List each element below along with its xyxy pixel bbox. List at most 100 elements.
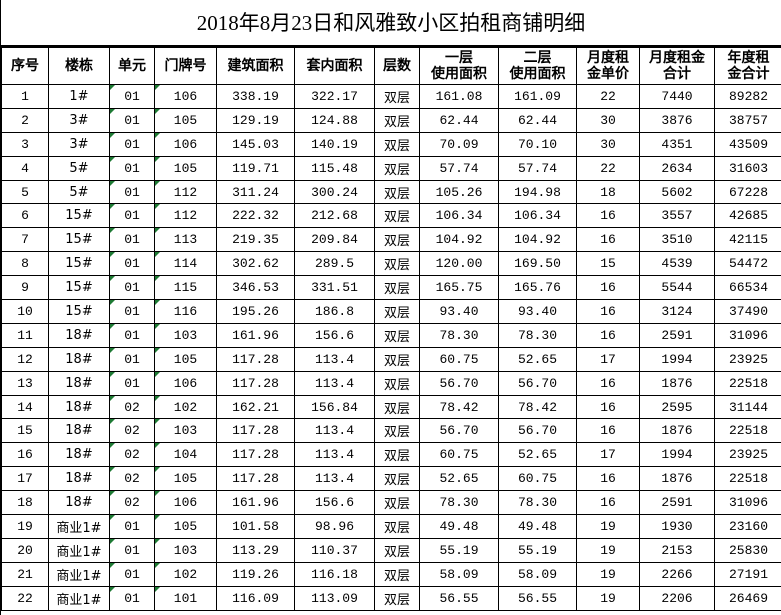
- table-cell[interactable]: 双层: [374, 299, 420, 324]
- table-cell[interactable]: 78.42: [498, 394, 577, 420]
- table-cell[interactable]: 商业1#: [48, 585, 110, 611]
- table-cell[interactable]: 156.84: [294, 394, 375, 420]
- table-cell[interactable]: 106: [154, 131, 217, 157]
- table-cell[interactable]: 18: [576, 179, 640, 205]
- table-cell[interactable]: 3510: [639, 227, 715, 253]
- table-cell[interactable]: 5: [1, 179, 49, 205]
- table-cell[interactable]: 22: [576, 84, 640, 109]
- table-cell[interactable]: 4351: [639, 131, 715, 157]
- table-cell[interactable]: 113.4: [294, 346, 375, 372]
- table-cell[interactable]: 60.75: [419, 346, 499, 372]
- table-cell[interactable]: 商业1#: [48, 561, 110, 587]
- table-cell[interactable]: 219.35: [216, 227, 295, 253]
- table-cell[interactable]: 129.19: [216, 107, 295, 133]
- table-cell[interactable]: 5#: [48, 155, 110, 181]
- table-cell[interactable]: 119.71: [216, 155, 295, 181]
- table-cell[interactable]: 01: [109, 84, 155, 109]
- table-cell[interactable]: 01: [109, 107, 155, 133]
- table-cell[interactable]: 18#: [48, 370, 110, 396]
- table-cell[interactable]: 双层: [374, 131, 420, 157]
- table-cell[interactable]: 31603: [714, 155, 781, 181]
- table-cell[interactable]: 11: [1, 322, 49, 348]
- table-cell[interactable]: 18#: [48, 466, 110, 492]
- table-cell[interactable]: 161.09: [498, 84, 577, 109]
- table-cell[interactable]: 19: [576, 514, 640, 539]
- table-cell[interactable]: 56.70: [419, 370, 499, 396]
- table-cell[interactable]: 双层: [374, 418, 420, 444]
- table-cell[interactable]: 01: [109, 227, 155, 253]
- table-cell[interactable]: 01: [109, 251, 155, 277]
- table-cell[interactable]: 106.34: [498, 203, 577, 229]
- table-cell[interactable]: 15#: [48, 203, 110, 229]
- table-cell[interactable]: 115.48: [294, 155, 375, 181]
- table-cell[interactable]: 14: [1, 394, 49, 420]
- table-cell[interactable]: 1930: [639, 514, 715, 539]
- column-header[interactable]: 年度租 金合计: [714, 47, 781, 85]
- table-cell[interactable]: 双层: [374, 466, 420, 492]
- table-cell[interactable]: 105: [154, 514, 217, 539]
- table-cell[interactable]: 16: [576, 203, 640, 229]
- table-cell[interactable]: 双层: [374, 107, 420, 133]
- table-cell[interactable]: 2206: [639, 585, 715, 611]
- table-cell[interactable]: 113.4: [294, 370, 375, 396]
- table-cell[interactable]: 01: [109, 179, 155, 205]
- table-cell[interactable]: 140.19: [294, 131, 375, 157]
- column-header[interactable]: 建筑面积: [216, 47, 295, 85]
- table-cell[interactable]: 117.28: [216, 442, 295, 468]
- table-cell[interactable]: 15#: [48, 227, 110, 253]
- table-cell[interactable]: 01: [109, 131, 155, 157]
- table-cell[interactable]: 双层: [374, 275, 420, 301]
- table-cell[interactable]: 117.28: [216, 418, 295, 444]
- table-cell[interactable]: 156.6: [294, 322, 375, 348]
- table-cell[interactable]: 52.65: [498, 346, 577, 372]
- table-cell[interactable]: 60.75: [419, 442, 499, 468]
- table-cell[interactable]: 双层: [374, 394, 420, 420]
- table-cell[interactable]: 1876: [639, 466, 715, 492]
- table-cell[interactable]: 58.09: [498, 561, 577, 587]
- table-cell[interactable]: 78.30: [419, 322, 499, 348]
- table-cell[interactable]: 93.40: [419, 299, 499, 324]
- table-cell[interactable]: 113.4: [294, 466, 375, 492]
- table-cell[interactable]: 02: [109, 466, 155, 492]
- table-cell[interactable]: 1994: [639, 442, 715, 468]
- table-cell[interactable]: 52.65: [419, 466, 499, 492]
- table-cell[interactable]: 18: [1, 490, 49, 516]
- table-cell[interactable]: 311.24: [216, 179, 295, 205]
- table-cell[interactable]: 23925: [714, 442, 781, 468]
- table-cell[interactable]: 89282: [714, 84, 781, 109]
- table-cell[interactable]: 02: [109, 490, 155, 516]
- table-cell[interactable]: 双层: [374, 227, 420, 253]
- table-cell[interactable]: 19: [576, 561, 640, 587]
- table-cell[interactable]: 78.42: [419, 394, 499, 420]
- table-cell[interactable]: 01: [109, 275, 155, 301]
- table-cell[interactable]: 2591: [639, 490, 715, 516]
- table-cell[interactable]: 01: [109, 155, 155, 181]
- table-cell[interactable]: 104.92: [498, 227, 577, 253]
- table-cell[interactable]: 169.50: [498, 251, 577, 277]
- table-cell[interactable]: 22: [1, 585, 49, 611]
- table-cell[interactable]: 双层: [374, 585, 420, 611]
- table-cell[interactable]: 双层: [374, 561, 420, 587]
- table-cell[interactable]: 56.70: [498, 418, 577, 444]
- table-cell[interactable]: 6: [1, 203, 49, 229]
- table-cell[interactable]: 43509: [714, 131, 781, 157]
- table-cell[interactable]: 31096: [714, 490, 781, 516]
- table-cell[interactable]: 56.70: [498, 370, 577, 396]
- table-cell[interactable]: 302.62: [216, 251, 295, 277]
- table-cell[interactable]: 01: [109, 299, 155, 324]
- table-cell[interactable]: 66534: [714, 275, 781, 301]
- table-cell[interactable]: 58.09: [419, 561, 499, 587]
- table-cell[interactable]: 120.00: [419, 251, 499, 277]
- table-cell[interactable]: 16: [576, 299, 640, 324]
- table-cell[interactable]: 16: [576, 275, 640, 301]
- table-cell[interactable]: 322.17: [294, 84, 375, 109]
- table-cell[interactable]: 双层: [374, 251, 420, 277]
- table-cell[interactable]: 17: [576, 442, 640, 468]
- table-cell[interactable]: 78.30: [498, 322, 577, 348]
- table-cell[interactable]: 112: [154, 203, 217, 229]
- table-cell[interactable]: 114: [154, 251, 217, 277]
- table-cell[interactable]: 4: [1, 155, 49, 181]
- table-cell[interactable]: 93.40: [498, 299, 577, 324]
- table-cell[interactable]: 双层: [374, 514, 420, 539]
- table-cell[interactable]: 18#: [48, 346, 110, 372]
